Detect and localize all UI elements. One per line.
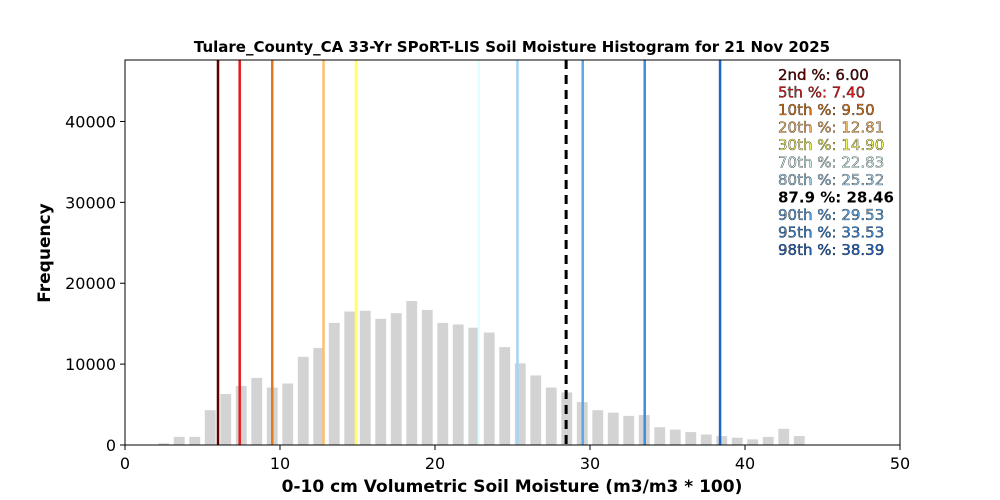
histogram-bar bbox=[514, 363, 526, 445]
histogram-bar bbox=[499, 347, 511, 445]
legend-entry: 95th %: 33.53 bbox=[778, 224, 884, 242]
histogram-bar bbox=[762, 436, 774, 445]
histogram-bar bbox=[623, 415, 635, 445]
histogram-bar bbox=[685, 432, 697, 445]
x-tick-label: 10 bbox=[270, 454, 290, 473]
histogram-bar bbox=[545, 387, 557, 445]
histogram-bar bbox=[731, 437, 743, 445]
histogram-bar bbox=[452, 324, 464, 445]
histogram-bar bbox=[189, 436, 201, 445]
legend-entry: 70th %: 22.83 bbox=[778, 154, 884, 172]
plot-frame bbox=[124, 59, 901, 446]
histogram-bar bbox=[328, 322, 340, 445]
y-tick-label: 20000 bbox=[65, 274, 116, 293]
histogram-bar bbox=[747, 439, 759, 445]
legend-entry: 98th %: 38.39 bbox=[778, 241, 884, 259]
histogram-bar bbox=[654, 427, 666, 445]
chart-title: Tulare_County_CA 33-Yr SPoRT-LIS Soil Mo… bbox=[194, 38, 830, 56]
legend-entry: 90th %: 29.53 bbox=[778, 206, 884, 224]
histogram-bar bbox=[282, 383, 294, 445]
legend-entry: 5th %: 7.40 bbox=[778, 84, 865, 102]
histogram-bar bbox=[220, 394, 232, 445]
histogram-bar bbox=[173, 436, 185, 445]
histogram-bar bbox=[483, 332, 495, 445]
x-tick-label: 50 bbox=[890, 454, 910, 473]
histogram-bar bbox=[700, 434, 712, 445]
histogram-bar bbox=[406, 301, 418, 445]
histogram-bar bbox=[204, 410, 216, 445]
histogram-bar bbox=[793, 436, 805, 445]
histogram-bar bbox=[669, 429, 681, 445]
legend-entry: 87.9 %: 28.46 bbox=[778, 189, 894, 207]
legend-entry: 20th %: 12.81 bbox=[778, 119, 884, 137]
histogram-bar bbox=[344, 311, 356, 445]
y-axis-ticks: 0 10000 20000 30000 40000 bbox=[65, 112, 125, 455]
histogram-bar bbox=[235, 385, 247, 445]
histogram-bar bbox=[592, 410, 604, 445]
x-tick-label: 20 bbox=[425, 454, 445, 473]
histogram-bar bbox=[607, 412, 619, 445]
percentile-lines bbox=[216, 60, 722, 445]
histogram-bar bbox=[390, 313, 402, 445]
y-tick-label: 40000 bbox=[65, 112, 116, 131]
legend-entry: 2nd %: 6.00 bbox=[778, 66, 869, 84]
legend-entry: 30th %: 14.90 bbox=[778, 136, 884, 154]
legend-entry: 80th %: 25.32 bbox=[778, 171, 884, 189]
histogram-bar bbox=[530, 375, 542, 445]
x-tick-label: 0 bbox=[120, 454, 130, 473]
legend-entry: 10th %: 9.50 bbox=[778, 101, 875, 119]
histogram-bar bbox=[251, 377, 263, 445]
histogram-bar bbox=[468, 327, 480, 445]
y-tick-label: 30000 bbox=[65, 193, 116, 212]
histogram-bar bbox=[375, 318, 387, 445]
histogram-bar bbox=[561, 392, 573, 445]
x-axis-label: 0-10 cm Volumetric Soil Moisture (m3/m3 … bbox=[282, 477, 743, 497]
histogram-bar bbox=[297, 356, 309, 445]
y-tick-label: 10000 bbox=[65, 355, 116, 374]
x-tick-label: 30 bbox=[580, 454, 600, 473]
y-tick-label: 0 bbox=[106, 436, 116, 455]
histogram-bar bbox=[359, 310, 371, 445]
histogram-bar bbox=[778, 428, 790, 445]
histogram-bar bbox=[421, 309, 433, 445]
histogram-bar bbox=[716, 436, 728, 445]
x-tick-label: 40 bbox=[735, 454, 755, 473]
x-axis-ticks: 0 10 20 30 40 50 bbox=[120, 445, 910, 473]
histogram-bar bbox=[158, 443, 170, 445]
histogram-bar bbox=[313, 347, 325, 445]
histogram-bar bbox=[437, 322, 449, 445]
y-axis-label: Frequency bbox=[35, 203, 55, 303]
